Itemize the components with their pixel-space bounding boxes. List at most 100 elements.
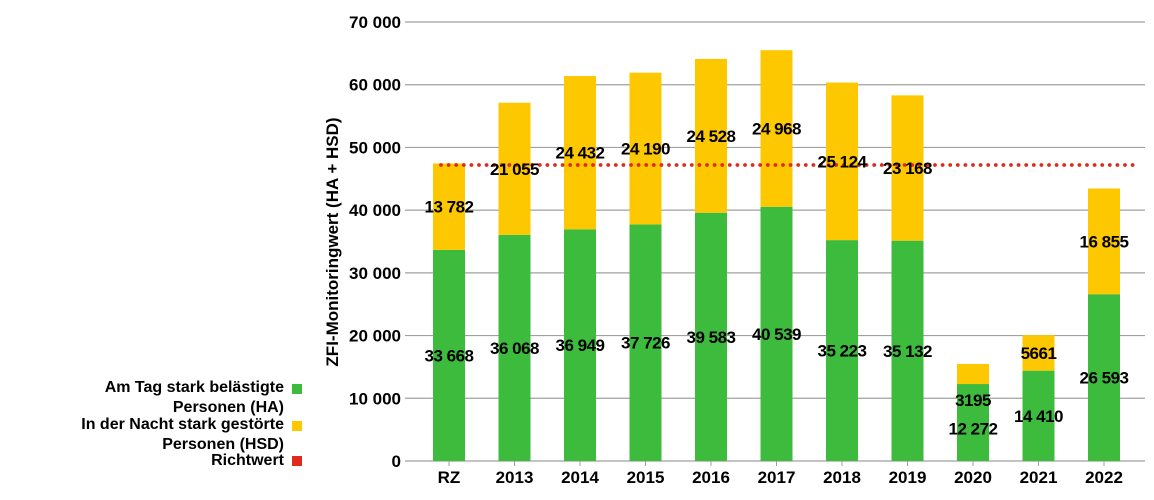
reference-dot bbox=[819, 163, 823, 167]
bar-segment-ha bbox=[1022, 370, 1055, 461]
reference-dot bbox=[910, 163, 915, 167]
legend-swatch-green bbox=[292, 384, 302, 394]
x-tick-label: 2017 bbox=[758, 468, 796, 487]
reference-dot bbox=[492, 163, 497, 167]
reference-dot bbox=[834, 163, 839, 167]
reference-dot bbox=[773, 163, 778, 167]
y-tick-label: 50 000 bbox=[349, 138, 401, 157]
data-label: 24 190 bbox=[621, 140, 670, 159]
legend-item-hsd: In der Nacht stark gestörte Personen (HS… bbox=[0, 415, 284, 455]
reference-dot bbox=[803, 163, 808, 167]
legend-swatch-yellow bbox=[292, 421, 302, 431]
reference-dot bbox=[849, 163, 854, 167]
x-tick-label: 2014 bbox=[561, 468, 599, 487]
bar-segment-ha bbox=[957, 384, 989, 461]
reference-dot bbox=[1069, 163, 1074, 167]
bar-segment-ha bbox=[564, 229, 596, 461]
reference-dot bbox=[1130, 163, 1135, 167]
reference-dot bbox=[1001, 163, 1006, 167]
reference-dot bbox=[499, 163, 504, 167]
data-label: 24 968 bbox=[752, 119, 801, 138]
reference-dot bbox=[917, 163, 922, 167]
data-label: 24 432 bbox=[556, 144, 605, 163]
reference-dot bbox=[613, 163, 618, 167]
reference-dot bbox=[857, 163, 861, 167]
reference-dot bbox=[560, 163, 565, 167]
data-label: 5661 bbox=[1021, 344, 1057, 363]
reference-dot bbox=[682, 163, 687, 167]
legend-label: Personen (HSD) bbox=[162, 436, 284, 453]
reference-dot bbox=[781, 163, 785, 167]
reference-dot bbox=[545, 163, 550, 167]
reference-dot bbox=[758, 163, 763, 167]
reference-dot bbox=[743, 163, 747, 167]
x-tick-label: 2016 bbox=[692, 468, 730, 487]
reference-dot bbox=[530, 163, 535, 167]
bar-segment-ha bbox=[891, 240, 924, 461]
reference-dot bbox=[636, 163, 641, 167]
reference-dot bbox=[439, 163, 443, 167]
reference-dot bbox=[591, 163, 595, 167]
reference-dot bbox=[955, 163, 960, 167]
data-label: 36 068 bbox=[490, 339, 539, 358]
reference-dot bbox=[872, 163, 877, 167]
x-tick-label: 2020 bbox=[954, 468, 992, 487]
reference-dot bbox=[712, 163, 717, 167]
reference-dot bbox=[1039, 163, 1044, 167]
legend-label: In der Nacht stark gestörte bbox=[81, 416, 284, 433]
reference-dot bbox=[750, 163, 755, 167]
data-label: 3195 bbox=[955, 391, 991, 410]
bar-segment-hsd bbox=[891, 95, 924, 241]
bar-segment-hsd bbox=[498, 102, 531, 235]
bar-segment-ha bbox=[629, 224, 662, 461]
reference-dot bbox=[621, 163, 626, 167]
data-label: 26 593 bbox=[1080, 369, 1129, 388]
reference-dot bbox=[477, 163, 481, 167]
bar-segment-hsd bbox=[1022, 335, 1055, 371]
reference-dot bbox=[788, 163, 793, 167]
reference-dot bbox=[651, 163, 656, 167]
reference-dot bbox=[1024, 163, 1029, 167]
reference-dot bbox=[689, 163, 694, 167]
legend-label: Am Tag stark belästigte bbox=[104, 379, 284, 396]
reference-dot bbox=[598, 163, 603, 167]
reference-dot bbox=[1092, 163, 1097, 167]
reference-dot bbox=[925, 163, 930, 167]
data-label: 14 410 bbox=[1014, 407, 1063, 426]
x-tick-label: 2018 bbox=[823, 468, 861, 487]
data-label: 36 949 bbox=[556, 336, 605, 355]
data-labels: 33 668 13 782 RZ 36 068 21 055 2013 36 949 24 4… bbox=[425, 119, 1130, 487]
reference-dot bbox=[895, 163, 899, 167]
data-label: 25 124 bbox=[818, 152, 868, 171]
reference-dot bbox=[826, 163, 831, 167]
y-tick-label: 60 000 bbox=[349, 76, 401, 95]
reference-line bbox=[439, 163, 1135, 167]
reference-dot bbox=[705, 163, 709, 167]
data-label: 35 132 bbox=[883, 342, 932, 361]
reference-dot bbox=[1123, 163, 1127, 167]
reference-dot bbox=[765, 163, 770, 167]
data-label: 39 583 bbox=[687, 328, 736, 347]
data-label: 16 855 bbox=[1080, 232, 1129, 251]
x-tick-label: 2013 bbox=[496, 468, 534, 487]
data-label: 37 726 bbox=[621, 334, 670, 353]
reference-dot bbox=[659, 163, 664, 167]
reference-dot bbox=[1009, 163, 1013, 167]
reference-dot bbox=[887, 163, 892, 167]
reference-dot bbox=[697, 163, 702, 167]
reference-dot bbox=[1107, 163, 1112, 167]
x-tick-label: 2015 bbox=[627, 468, 665, 487]
reference-dot bbox=[553, 163, 557, 167]
reference-dot bbox=[667, 163, 671, 167]
bar-segment-hsd bbox=[629, 72, 662, 225]
reference-dot bbox=[902, 163, 907, 167]
legend-label: Richtwert bbox=[211, 452, 284, 469]
legend-label: Personen (HA) bbox=[172, 399, 284, 416]
reference-dot bbox=[674, 163, 679, 167]
y-tick-label: 70 000 bbox=[349, 13, 401, 32]
x-tick-label: 2021 bbox=[1020, 468, 1058, 487]
bar-segment-ha bbox=[760, 206, 793, 461]
reference-dot bbox=[629, 163, 633, 167]
reference-dot bbox=[1100, 163, 1105, 167]
